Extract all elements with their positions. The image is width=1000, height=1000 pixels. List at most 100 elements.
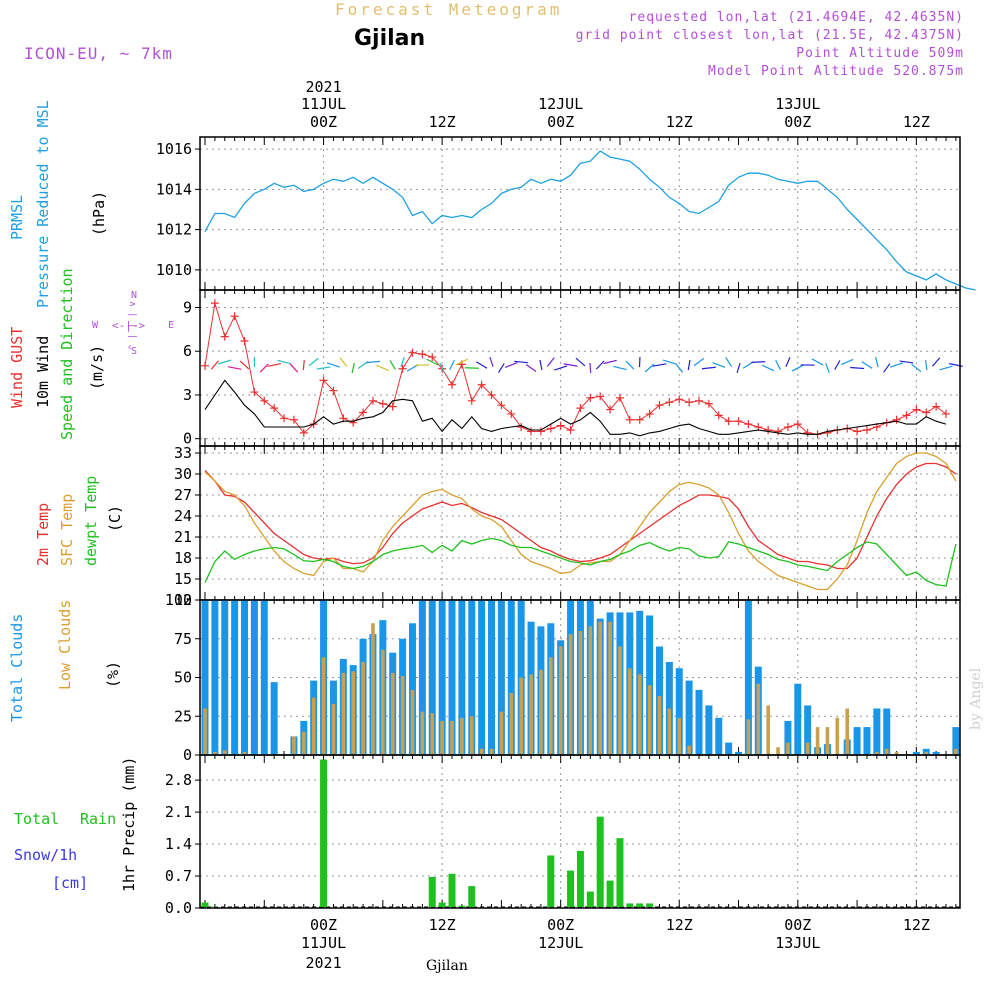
total-cloud-bar [458, 600, 466, 754]
total-cloud-bar [695, 689, 703, 754]
wind-direction-arrow [791, 364, 804, 372]
wind-direction-arrow [825, 362, 830, 374]
top-year-label: 2021 [305, 78, 341, 96]
wind-direction-arrow [687, 359, 691, 371]
wind-direction-arrow [762, 364, 775, 372]
low-cloud-bar [529, 674, 533, 754]
total-cloud-bar [804, 705, 812, 754]
y-tick-label: 15 [174, 570, 192, 588]
low-cloud-bar [894, 751, 899, 754]
wind-direction-arrow [239, 360, 250, 370]
wind-direction-arrow [883, 363, 891, 373]
low-cloud-bar [400, 675, 405, 754]
panel-frame [199, 136, 961, 291]
gust-marker [250, 388, 259, 397]
gust-marker [734, 417, 743, 426]
compass-we-arrow: <-|-> [112, 319, 146, 332]
y-tick-label: 27 [174, 486, 192, 504]
gust-marker [596, 392, 605, 401]
gust-marker [922, 408, 931, 417]
low-cloud-bar [410, 689, 415, 754]
wind-direction-arrow [289, 363, 299, 373]
wind-direction-arrow [595, 360, 605, 370]
wind-direction-arrow [449, 360, 455, 370]
gust-marker [546, 424, 555, 433]
wind-direction-arrow [925, 359, 928, 371]
total-cloud-bar [241, 600, 249, 754]
y-tick-label: 0 [183, 746, 192, 764]
snow-unit-label: [cm] [52, 874, 89, 892]
precip-bar [320, 759, 328, 907]
precip-bar [596, 816, 604, 907]
wind-direction-arrow [834, 360, 841, 370]
low-cloud-bar [302, 731, 306, 754]
top-date-label: 11JUL [301, 95, 346, 113]
wind-direction-arrow [267, 362, 281, 368]
low-cloud-bar [746, 719, 751, 754]
wind-direction-arrow [785, 356, 791, 368]
low-cloud-bar [558, 646, 563, 754]
wind-direction-arrow [751, 361, 766, 363]
top-date-label: 13JUL [775, 95, 820, 113]
gust-marker [685, 398, 694, 407]
y-tick-label: 100 [165, 591, 192, 609]
wind-direction-arrow [326, 362, 340, 368]
wind-direction-arrow [644, 363, 655, 373]
top-hour-label: 12Z [429, 113, 456, 131]
low-cloud-bar [213, 751, 217, 754]
2m-temp-line [204, 462, 957, 570]
wind-direction-arrow [218, 359, 232, 365]
gust-marker [230, 312, 239, 321]
low-cloud-bar [805, 742, 810, 754]
gust-marker [635, 415, 644, 424]
low-cloud-bar [321, 657, 326, 754]
bottom-date-label: 13JUL [775, 934, 820, 952]
gust-marker [793, 420, 802, 429]
total-cloud-bar [883, 708, 891, 754]
total-cloud-bar [932, 751, 940, 754]
precip-bar [606, 880, 614, 907]
low-cloud-bar [776, 747, 780, 754]
low-cloud-bar [608, 621, 612, 754]
wind-direction-arrow [259, 363, 269, 373]
precip-bar [636, 903, 644, 907]
gust-marker [932, 402, 941, 411]
wind-direction-arrow [464, 367, 479, 369]
wind-direction-arrow [308, 357, 319, 367]
gust-marker [220, 332, 229, 341]
gust-marker [862, 425, 871, 434]
precip-bar [438, 902, 446, 907]
total-cloud-bar [715, 717, 723, 754]
gust-marker [724, 417, 733, 426]
low-cloud-bar [815, 727, 820, 754]
low-cloud-bar [222, 750, 227, 754]
low-cloud-bar [756, 683, 761, 754]
top-hour-label: 12Z [666, 113, 693, 131]
total-cloud-bar [863, 727, 871, 754]
y-tick-label: 30 [174, 465, 192, 483]
model-altitude: Model Point Altitude 520.875m [708, 64, 964, 79]
footer-station: Gjilan [426, 958, 468, 974]
low-cloud-bar [242, 751, 247, 754]
gust-marker [477, 380, 486, 389]
wind-direction-arrow [439, 362, 445, 374]
wind-direction-arrow [911, 363, 922, 373]
wind-direction-arrow [693, 357, 705, 367]
wind-direction-arrow [406, 364, 419, 372]
y-tick-label: 3 [183, 386, 192, 404]
y-tick-label: 50 [174, 669, 192, 687]
total-cloud-bar [488, 600, 496, 754]
gust-marker [428, 353, 437, 362]
low-cloud-bar [647, 685, 652, 754]
total-cloud-bar [725, 742, 733, 754]
wind-direction-arrow [302, 359, 305, 371]
gust-marker [270, 404, 279, 413]
gust-marker [448, 380, 456, 389]
low-cloud-bar [499, 711, 504, 754]
total-cloud-bar [922, 748, 930, 754]
gust-marker [240, 337, 249, 346]
gust-marker [853, 427, 862, 436]
gust-marker [912, 405, 921, 414]
low-cloud-bar [450, 720, 454, 754]
